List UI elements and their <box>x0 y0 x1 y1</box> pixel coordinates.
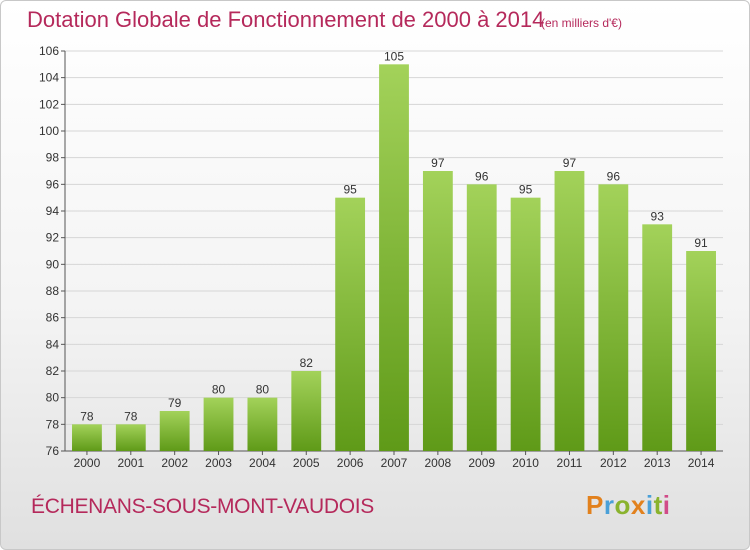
x-tick-label: 2011 <box>557 456 583 470</box>
y-tick-label: 82 <box>46 364 60 378</box>
bar <box>115 424 146 451</box>
y-tick-label: 84 <box>46 337 60 351</box>
y-tick-label: 94 <box>46 204 60 218</box>
bar <box>598 184 629 452</box>
bar <box>422 171 453 451</box>
data-label: 82 <box>300 356 314 370</box>
bar <box>247 397 278 451</box>
x-tick-label: 2007 <box>381 456 408 470</box>
chart-title: Dotation Globale de Fonctionnement de 20… <box>27 7 545 32</box>
y-tick-label: 102 <box>39 97 59 111</box>
data-label: 91 <box>694 236 708 250</box>
data-label: 95 <box>343 183 357 197</box>
bar <box>291 371 322 451</box>
x-tick-label: 2003 <box>205 456 232 470</box>
bar <box>466 184 497 452</box>
y-tick-label: 96 <box>46 177 60 191</box>
x-tick-label: 2000 <box>74 456 101 470</box>
data-label: 96 <box>475 169 489 183</box>
y-tick-label: 90 <box>46 257 60 271</box>
data-label: 97 <box>431 156 445 170</box>
data-label: 78 <box>80 409 94 423</box>
data-label: 80 <box>256 383 270 397</box>
x-tick-label: 2006 <box>337 456 364 470</box>
data-label: 78 <box>124 409 138 423</box>
bar <box>72 424 102 451</box>
x-tick-label: 2008 <box>425 456 452 470</box>
y-tick-label: 104 <box>39 71 59 85</box>
bar <box>379 64 409 452</box>
data-label: 105 <box>384 49 404 63</box>
data-label: 96 <box>607 169 621 183</box>
y-tick-label: 98 <box>46 151 60 165</box>
data-label: 97 <box>563 156 577 170</box>
y-tick-label: 88 <box>46 284 60 298</box>
x-tick-label: 2013 <box>644 456 671 470</box>
y-tick-label: 106 <box>39 44 59 58</box>
y-tick-label: 100 <box>39 124 59 138</box>
commune-name: ÉCHENANS-SOUS-MONT-VAUDOIS <box>31 495 375 518</box>
y-tick-label: 92 <box>46 231 60 245</box>
bar <box>642 224 673 451</box>
x-tick-label: 2012 <box>600 456 627 470</box>
data-label: 79 <box>168 396 182 410</box>
y-tick-label: 86 <box>46 311 60 325</box>
bar <box>159 411 190 451</box>
labels: 76 78 80 82 84 86 88 90 92 94 96 98 100 102 104 106 78 20… <box>39 44 715 470</box>
bar <box>335 197 366 451</box>
y-tick-label: 78 <box>46 417 60 431</box>
bar <box>686 251 716 451</box>
x-tick-label: 2004 <box>249 456 276 470</box>
bar <box>510 197 541 451</box>
data-label: 93 <box>651 209 665 223</box>
x-tick-label: 2001 <box>117 456 144 470</box>
y-tick-label: 76 <box>46 444 60 458</box>
bar <box>554 171 585 451</box>
proxiti-logo[interactable]: Proxiti <box>586 490 671 520</box>
data-label: 95 <box>519 183 533 197</box>
bars <box>72 64 716 452</box>
x-tick-label: 2014 <box>688 456 715 470</box>
y-tick-label: 80 <box>46 391 60 405</box>
x-tick-label: 2005 <box>293 456 320 470</box>
x-tick-label: 2002 <box>161 456 188 470</box>
data-label: 80 <box>212 383 226 397</box>
x-tick-label: 2010 <box>512 456 539 470</box>
bar <box>203 397 234 451</box>
x-tick-label: 2009 <box>468 456 495 470</box>
chart-subtitle: (en milliers d'€) <box>541 16 622 30</box>
